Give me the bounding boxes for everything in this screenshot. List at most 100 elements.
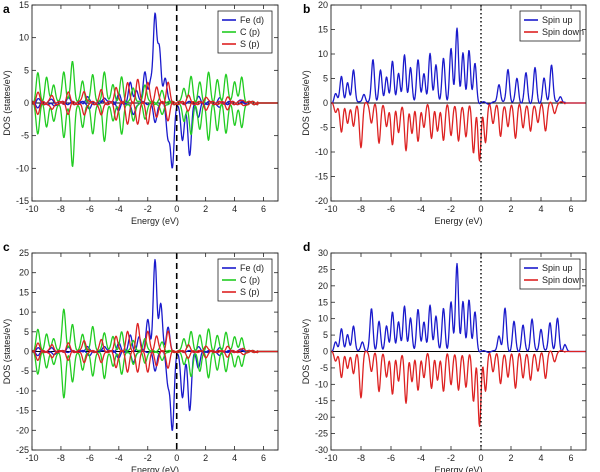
legend-label: Fe (d) — [240, 15, 264, 25]
y-tick-label: 15 — [318, 25, 328, 35]
panel-c: c-10 -8 -6 -4 -2 0 2 4 6-25-20-15-10-50510152025… — [2, 240, 279, 472]
x-tick-label: 4 — [232, 204, 237, 214]
panel-letter: a — [3, 2, 10, 16]
x-tick-label: -2 — [447, 204, 455, 214]
x-axis-title: Energy (eV) — [434, 465, 482, 472]
legend: Spin up Spin down — [519, 258, 584, 290]
legend-label: S (p) — [240, 39, 260, 49]
y-tick-label: -5 — [21, 131, 29, 141]
y-tick-label: -15 — [315, 396, 328, 406]
plot-frame — [330, 252, 587, 451]
x-tick-label: 0 — [174, 453, 179, 463]
x-tick-label: 6 — [261, 204, 266, 214]
x-tick-label: -10 — [25, 453, 38, 463]
y-tick-label: 5 — [24, 65, 29, 75]
series-line-c-p — [32, 308, 278, 354]
legend-label: Spin down — [542, 27, 584, 37]
x-tick-label: 2 — [203, 453, 208, 463]
x-axis-title: Energy (eV) — [131, 465, 179, 472]
x-tick-label: -2 — [447, 453, 455, 463]
plot-area — [331, 253, 586, 450]
y-tick-label: -25 — [315, 429, 328, 439]
y-axis-title: DOS (states/eV) — [301, 319, 311, 385]
y-tick-label: 20 — [19, 268, 29, 278]
series-line-spin-down — [331, 350, 586, 427]
x-tick-label: -4 — [115, 453, 123, 463]
x-tick-label: -6 — [86, 204, 94, 214]
panel-b: b-10 -8 -6 -4 -2 0 2 4 6-20-15-10-505101520Energ… — [301, 0, 587, 226]
legend-box — [519, 258, 581, 290]
x-tick-label: -8 — [57, 453, 65, 463]
x-tick-label: 6 — [261, 453, 266, 463]
y-tick-label: -20 — [16, 425, 29, 435]
series-line-spin-up — [331, 27, 586, 105]
x-tick-label: -10 — [25, 204, 38, 214]
series-line-s-p — [32, 322, 278, 354]
x-axis-title: Energy (eV) — [434, 216, 482, 226]
legend: Spin up Spin down — [519, 10, 584, 42]
legend-label: C (p) — [240, 275, 260, 285]
y-tick-label: -15 — [16, 196, 29, 206]
legend-label: Spin down — [542, 275, 584, 285]
series-line-c-p — [32, 60, 278, 106]
series-line-spin-down — [331, 101, 586, 162]
x-tick-label: -6 — [387, 204, 395, 214]
x-tick-label: -10 — [324, 204, 337, 214]
y-tick-label: -25 — [16, 445, 29, 455]
x-axis-title: Energy (eV) — [131, 216, 179, 226]
legend-label: C (p) — [240, 27, 260, 37]
plot-frame — [31, 252, 279, 451]
x-tick-label: 2 — [203, 204, 208, 214]
panel-letter: b — [303, 2, 310, 16]
legend-label: S (p) — [240, 287, 260, 297]
x-tick-label: -2 — [144, 204, 152, 214]
y-tick-label: -10 — [315, 379, 328, 389]
x-tick-label: 4 — [538, 453, 543, 463]
x-tick-label: 0 — [174, 204, 179, 214]
y-tick-label: 25 — [318, 264, 328, 274]
y-tick-label: 15 — [19, 0, 29, 10]
y-axis-title: DOS (states/eV) — [2, 70, 12, 136]
y-tick-label: 0 — [24, 347, 29, 357]
x-tick-label: 4 — [232, 453, 237, 463]
x-tick-label: -4 — [115, 204, 123, 214]
y-tick-label: 0 — [24, 98, 29, 108]
y-tick-label: -15 — [16, 406, 29, 416]
legend: Fe (d) C (p) S (p) — [217, 258, 273, 302]
y-tick-label: 0 — [323, 98, 328, 108]
y-tick-label: -10 — [315, 147, 328, 157]
y-tick-label: -20 — [315, 196, 328, 206]
series-line-s-p-minority — [32, 349, 278, 373]
y-tick-label: 30 — [318, 248, 328, 258]
x-tick-label: -4 — [417, 453, 425, 463]
y-tick-label: -5 — [320, 123, 328, 133]
plot-area — [331, 5, 586, 201]
series-line-c-p-minority — [32, 349, 278, 399]
x-tick-label: -8 — [57, 204, 65, 214]
x-tick-label: 0 — [478, 453, 483, 463]
y-tick-label: -10 — [16, 163, 29, 173]
y-axis-title: DOS (states/eV) — [301, 70, 311, 136]
panel-d: d-10 -8 -6 -4 -2 0 2 4 6-30-25-20-15-10-50510152… — [301, 240, 587, 472]
y-tick-label: 15 — [19, 287, 29, 297]
legend-box — [519, 10, 581, 42]
y-tick-label: 25 — [19, 248, 29, 258]
x-tick-label: -6 — [387, 453, 395, 463]
legend-label: Spin up — [542, 263, 573, 273]
y-tick-label: -10 — [16, 386, 29, 396]
x-tick-label: -8 — [357, 453, 365, 463]
y-tick-label: 5 — [24, 327, 29, 337]
x-tick-label: 4 — [538, 204, 543, 214]
series-line-c-p-minority — [32, 100, 278, 168]
y-tick-label: 10 — [318, 49, 328, 59]
panel-letter: d — [303, 240, 310, 254]
y-tick-label: -15 — [315, 172, 328, 182]
series-line-s-p-minority — [32, 100, 278, 125]
y-tick-label: 15 — [318, 297, 328, 307]
y-axis-title: DOS (states/eV) — [2, 319, 12, 385]
plot-area — [32, 253, 278, 450]
y-tick-label: -5 — [320, 363, 328, 373]
series-line-s-p — [32, 78, 278, 106]
